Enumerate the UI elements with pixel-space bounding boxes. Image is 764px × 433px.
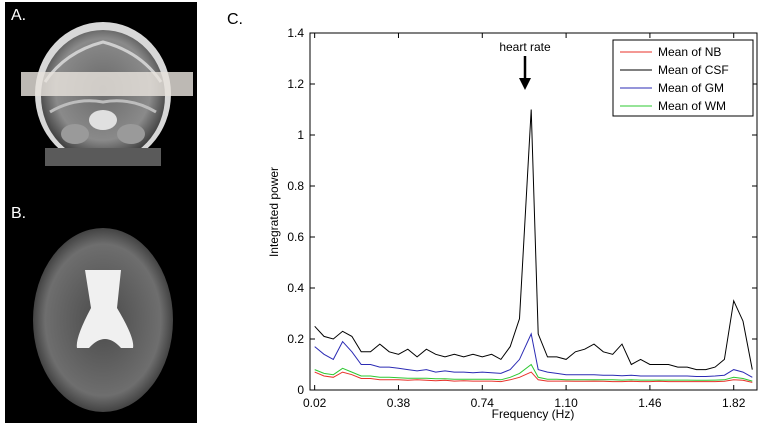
- y-axis-label: Integrated power: [267, 167, 281, 257]
- series-line-mean-of-gm: [314, 332, 753, 378]
- coronal-mri-image: A.: [5, 2, 197, 198]
- plot-frame: [309, 32, 758, 391]
- y-tick-label: 1: [297, 128, 304, 142]
- x-tick-label: 1.10: [554, 396, 578, 410]
- chart-legend: Mean of NB Mean of CSF Mean of GM Mean of W…: [612, 39, 754, 117]
- x-tick-label: 0.02: [303, 396, 327, 410]
- x-tick-label: 0.74: [471, 396, 495, 410]
- series-line-mean-of-csf: [314, 109, 753, 371]
- y-tick-label: 0.6: [287, 230, 304, 244]
- down-arrow-icon: [519, 78, 531, 90]
- legend-entry: Mean of GM: [658, 81, 724, 95]
- legend-entry: Mean of WM: [658, 99, 726, 113]
- power-spectrum-chart: C. 0 0.2 0.4 0.6 0.8 1 1.2 1.4 0.02 0.38 0.74 1.10…: [227, 11, 758, 421]
- legend-entry: Mean of CSF: [658, 63, 729, 77]
- panel-a-label: A.: [11, 7, 26, 24]
- panel-c-label: C.: [227, 11, 243, 28]
- series-line-mean-of-wm: [314, 363, 753, 382]
- x-axis-label: Frequency (Hz): [492, 407, 575, 421]
- panel-b-label: B.: [11, 205, 26, 222]
- y-tick-label: 0: [297, 383, 304, 397]
- y-tick-label: 1.2: [287, 77, 304, 91]
- legend-entry: Mean of NB: [658, 45, 721, 59]
- y-tick-label: 0.2: [287, 332, 304, 346]
- heart-rate-annotation: heart rate: [499, 40, 551, 54]
- axial-mri-image: B.: [5, 198, 197, 423]
- series-line-mean-of-nb: [314, 371, 753, 383]
- x-tick-label: 1.82: [722, 396, 746, 410]
- x-tick-label: 0.38: [387, 396, 411, 410]
- y-tick-label: 1.4: [287, 26, 304, 40]
- x-tick-label: 1.46: [638, 396, 662, 410]
- y-tick-label: 0.8: [287, 179, 304, 193]
- y-tick-label: 0.4: [287, 281, 304, 295]
